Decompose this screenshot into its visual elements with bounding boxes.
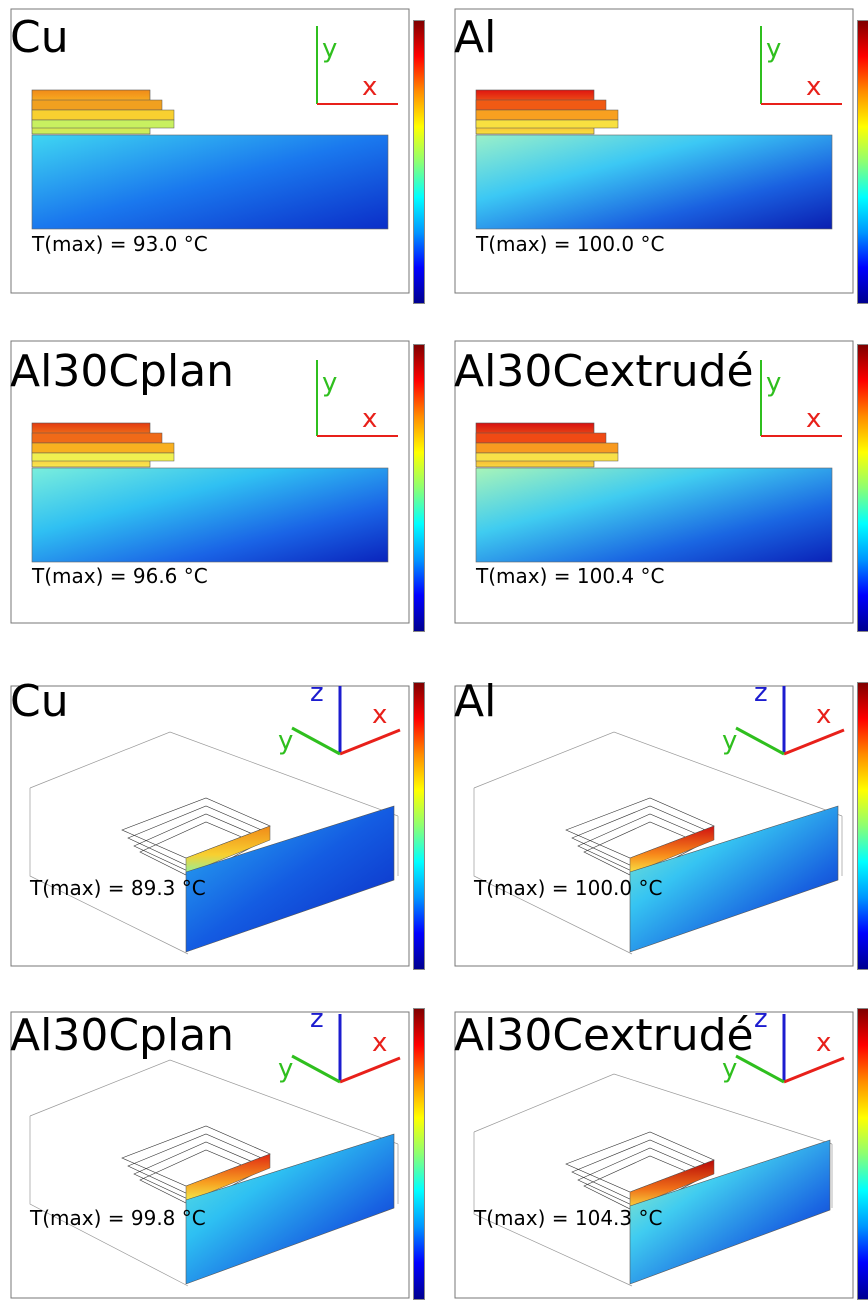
plot-3d [454,1011,854,1299]
colorbar [413,20,425,304]
colorbar [413,1008,425,1300]
axis-z-label: z [754,678,768,708]
panel-3d-al30cextrude: Al30Cextrudé T(max) = 104.3 °C z x y [454,1004,868,1304]
material-label: Cu [10,676,69,727]
axis-x-label: x [816,1028,832,1058]
colorbar [857,20,868,304]
axis-x-label: x [362,404,378,434]
axis-z-label: z [754,1004,768,1034]
axis-x-label: x [372,700,388,730]
panel-2d-al30cplan: Al30Cplan T(max) = 96.6 °C y x [10,340,430,640]
axis-y-label: y [278,726,294,756]
material-label: Al [454,676,497,727]
axis-y-label: y [766,34,782,64]
tmax-label: T(max) = 99.8 °C [30,1206,206,1230]
axis-x-label: x [806,404,822,434]
plot-2d [454,340,854,624]
axis-z-label: z [310,1004,324,1034]
axis-x-label: x [816,700,832,730]
axis-y-label: y [322,368,338,398]
tmax-label: T(max) = 104.3 °C [474,1206,663,1230]
axis-x-label: x [806,72,822,102]
colorbar [857,1008,868,1300]
axis-y-label: y [722,1054,738,1084]
tmax-label: T(max) = 100.4 °C [476,564,665,588]
colorbar [857,682,868,970]
axis-x-label: x [372,1028,388,1058]
panel-2d-al: Al T(max) = 100.0 °C y x [454,8,868,312]
panel-3d-al: Al T(max) = 100.0 °C z x y [454,676,868,972]
axis-z-label: z [310,678,324,708]
plot-3d [10,685,410,967]
colorbar [413,682,425,970]
tmax-label: T(max) = 100.0 °C [474,876,663,900]
axis-y-label: y [278,1054,294,1084]
plot-2d [10,340,410,624]
plot-2d [10,8,410,294]
axis-y-label: y [722,726,738,756]
tmax-label: T(max) = 89.3 °C [30,876,206,900]
material-label: Cu [10,12,69,63]
panel-2d-al30cextrude: Al30Cextrudé T(max) = 100.4 °C y x [454,340,868,640]
tmax-label: T(max) = 100.0 °C [476,232,665,256]
tmax-label: T(max) = 93.0 °C [32,232,208,256]
plot-2d [454,8,854,294]
panel-3d-al30cplan: Al30Cplan T(max) = 99.8 °C z x y [10,1004,430,1304]
axis-y-label: y [766,368,782,398]
material-label: Al30Cextrudé [454,346,754,397]
material-label: Al [454,12,497,63]
panel-2d-cu: Cu T(max) = 93.0 °C y x [10,8,430,312]
plot-3d [10,1011,410,1299]
axis-y-label: y [322,34,338,64]
tmax-label: T(max) = 96.6 °C [32,564,208,588]
colorbar [413,344,425,632]
axis-x-label: x [362,72,378,102]
plot-3d [454,685,854,967]
material-label: Al30Cplan [10,346,235,397]
colorbar [857,344,868,632]
material-label: Al30Cextrudé [454,1010,754,1061]
panel-3d-cu: Cu T(max) = 89.3 °C z x y [10,676,430,972]
material-label: Al30Cplan [10,1010,235,1061]
